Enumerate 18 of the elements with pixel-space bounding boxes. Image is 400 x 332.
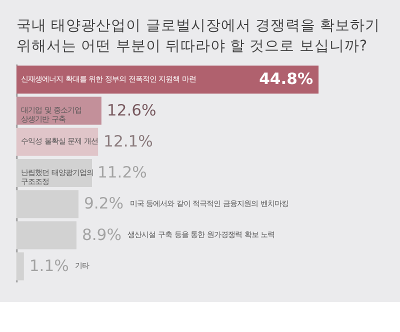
chart-title: 국내 태양광산업이 글로벌시장에서 경쟁력을 확보하기 위해서는 어떤 부분이 뒤따라야 할 것으로 보십니까? [16, 17, 380, 54]
y-tick-label: 수익성 불확실 문제 개선 [21, 136, 98, 146]
y-tick-label: 신재생에너지 확대를 위한 정부의 전폭적인 지원책 마련 [21, 74, 196, 84]
y-tick-label: 대기업 및 중소기업 상생기반 구축 [21, 106, 82, 124]
bar [16, 252, 24, 280]
y-tick-label: 난립했던 태양광기업의 구조조정 [21, 168, 94, 186]
data-label: 44.8% [259, 70, 314, 88]
data-label: 12.1% [104, 132, 153, 150]
data-label: 8.9% [82, 226, 122, 244]
bar [16, 190, 79, 218]
data-label: 12.6% [106, 101, 156, 120]
data-label: 11.2% [97, 164, 147, 182]
data-label: 9.2% [84, 194, 124, 213]
y-tick-label: 생산시설 구축 등을 통한 원가경쟁력 확보 노력 [128, 230, 275, 240]
data-label: 1.1% [29, 256, 69, 275]
y-tick-label: 기타 [75, 261, 90, 270]
y-tick-label: 미국 등에서와 같이 적극적인 금융지원의 벤치마킹 [130, 198, 288, 208]
bar [16, 221, 76, 250]
